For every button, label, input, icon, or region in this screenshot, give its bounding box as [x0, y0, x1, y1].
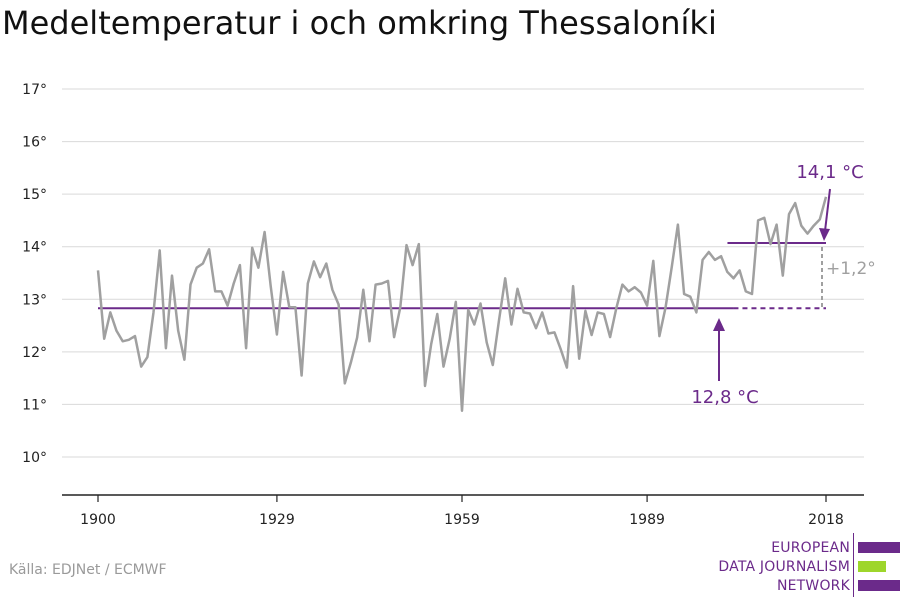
chart-title: Medeltemperatur i och omkring Thessaloní…: [2, 4, 717, 42]
temperature-series: [96, 196, 828, 412]
x-axis: 1900 1929 1959 1989 2018: [62, 494, 864, 528]
x-tick-label-1929: 1929: [259, 512, 295, 528]
source-note: Källa: EDJNet / ECMWF: [9, 562, 167, 578]
y-tick-label-11: 11°: [22, 397, 47, 413]
reference-lines: [98, 242, 826, 310]
logo-divider: [853, 533, 854, 597]
edjnet-logo: EUROPEAN DATA JOURNALISM NETWORK: [700, 530, 900, 600]
logo-bar-1: [858, 542, 900, 553]
y-tick-label-15: 15°: [22, 187, 47, 203]
logo-line-3: NETWORK: [776, 578, 850, 594]
x-tick-label-1989: 1989: [629, 512, 665, 528]
annotation-difference-label: +1,2°: [826, 259, 876, 279]
x-tick-label-2018: 2018: [808, 512, 844, 528]
y-tick-label-12: 12°: [22, 345, 47, 361]
y-tick-labels: 10° 11° 12° 13° 14° 15° 16° 17°: [22, 82, 47, 466]
logo-line-2: DATA JOURNALISM: [718, 559, 850, 575]
temperature-line: [96, 196, 828, 412]
x-tick-label-1900: 1900: [80, 512, 116, 528]
logo-bar-2: [858, 561, 886, 572]
logo-line-1: EUROPEAN: [771, 540, 850, 556]
annotation-baseline-label: 12,8 °C: [691, 387, 758, 408]
x-tick-label-1959: 1959: [444, 512, 480, 528]
annotations: 12,8 °C 14,1 °C +1,2°: [691, 162, 875, 408]
y-tick-label-17: 17°: [22, 82, 47, 98]
annotation-baseline-arrow-head: [713, 318, 725, 331]
y-tick-label-14: 14°: [22, 240, 47, 256]
annotation-recent-label: 14,1 °C: [796, 162, 863, 183]
y-tick-label-16: 16°: [22, 135, 47, 151]
y-tick-label-10: 10°: [22, 450, 47, 466]
y-tick-label-13: 13°: [22, 292, 47, 308]
annotation-recent-arrow-head: [819, 228, 830, 241]
logo-bar-3: [858, 580, 900, 591]
annotation-recent-arrow-shaft: [824, 188, 831, 232]
